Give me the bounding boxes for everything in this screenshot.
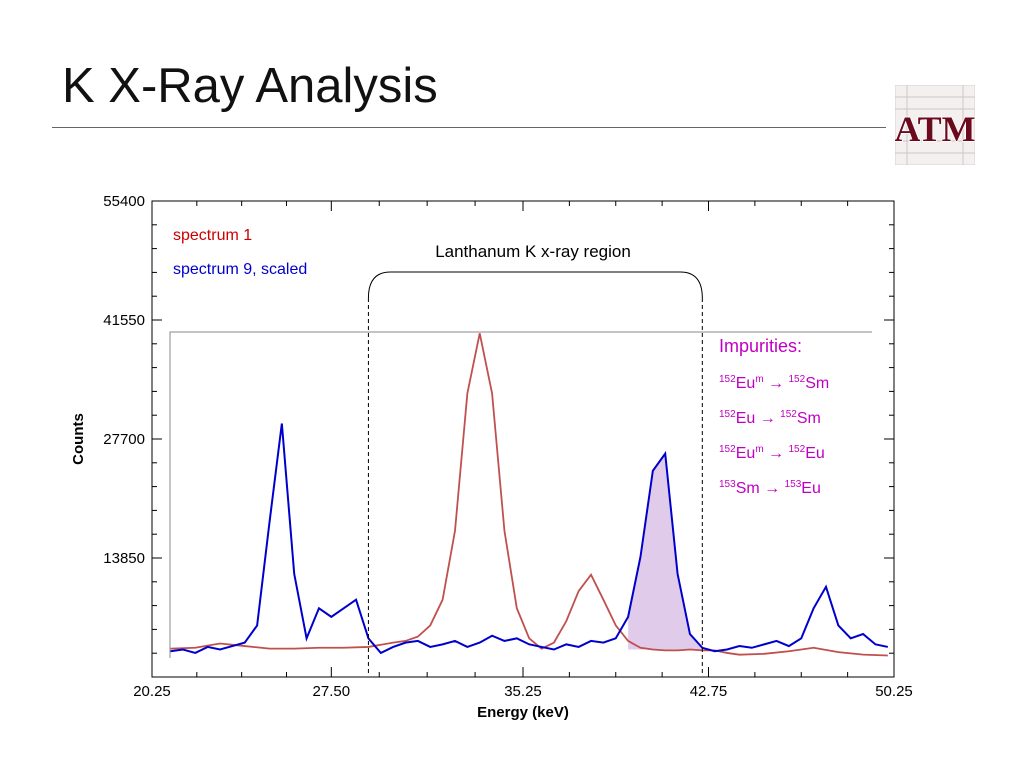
impurity-entry: 152Eum → 152Sm xyxy=(719,374,829,392)
x-axis-label: Energy (keV) xyxy=(477,704,569,721)
y-tick-label: 41550 xyxy=(103,312,145,329)
impurity-entry: 153Sm → 153Eu xyxy=(719,479,821,497)
x-tick-label: 27.50 xyxy=(313,683,351,700)
legend-spectrum-9-scaled: spectrum 9, scaled xyxy=(173,261,307,278)
y-tick-label: 27700 xyxy=(103,431,145,448)
x-tick-label: 35.25 xyxy=(504,683,542,700)
x-tick-label: 20.25 xyxy=(133,683,171,700)
x-tick-label: 42.75 xyxy=(690,683,728,700)
title-divider xyxy=(52,127,886,128)
region-bracket xyxy=(367,271,703,299)
y-axis-label: Counts xyxy=(70,413,87,465)
impurity-entry: 152Eu → 152Sm xyxy=(719,409,821,427)
inner-reference-frame xyxy=(169,331,872,658)
spectrum-9-scaled-line xyxy=(170,423,889,655)
impurities-list: 152Eum → 152Sm 152Eu → 152Sm 152Eum → 152E… xyxy=(719,374,829,497)
spectrum-1-line xyxy=(170,333,888,657)
texas-am-logo-icon: ATM xyxy=(895,85,975,165)
impurity-entry: 152Eum → 152Eu xyxy=(719,444,825,462)
logo-text: ATM xyxy=(895,109,975,149)
impurities-title: Impurities: xyxy=(719,336,802,356)
region-label: Lanthanum K x-ray region xyxy=(435,242,631,261)
legend-spectrum-1: spectrum 1 xyxy=(173,227,252,244)
y-tick-label: 13850 xyxy=(103,550,145,567)
x-tick-label: 50.25 xyxy=(875,683,913,700)
shaded-peak-area xyxy=(628,453,703,650)
slide-title: K X-Ray Analysis xyxy=(62,59,438,113)
y-tick-label: 55400 xyxy=(103,193,145,210)
